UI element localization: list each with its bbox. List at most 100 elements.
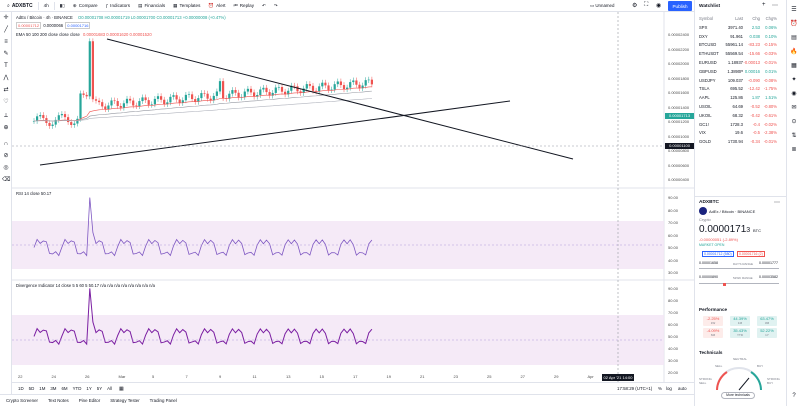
- timeframe-1m[interactable]: 1M: [39, 386, 46, 391]
- timeframe-3m[interactable]: 3M: [50, 386, 57, 391]
- timeframe-6m[interactable]: 6M: [61, 386, 68, 391]
- bid-button[interactable]: 0.00001712 (580): [702, 251, 734, 257]
- dom-icon[interactable]: ≣: [791, 147, 797, 153]
- ideas-icon[interactable]: ✦: [791, 77, 797, 83]
- watchlist-row[interactable]: UKOIL 68.32 -0.42 -0.61%: [699, 111, 777, 120]
- pattern-icon[interactable]: ⋀: [3, 75, 9, 81]
- clock[interactable]: 17:58:29 (UTC+1): [617, 386, 653, 391]
- watchlist-row[interactable]: GBPUSD 1.3890P 0.00016 0.01%: [699, 67, 777, 76]
- help-icon[interactable]: ?: [792, 393, 796, 399]
- compare-button[interactable]: ⊕ Compare: [69, 0, 102, 12]
- chat-icon[interactable]: ✉: [791, 105, 797, 111]
- row-last: 64.69: [732, 103, 743, 109]
- timeframe-1d[interactable]: 1D: [18, 386, 24, 391]
- timeframe-5d[interactable]: 5D: [28, 386, 35, 391]
- camera-icon[interactable]: ◉: [656, 3, 662, 9]
- log-toggle[interactable]: log: [666, 386, 672, 391]
- heart-icon[interactable]: ♡: [3, 99, 9, 105]
- interval-button[interactable]: 4h: [43, 3, 49, 8]
- watchlist-row[interactable]: SPX 3971.40 2.53 0.06%: [699, 23, 777, 32]
- symbol-search-button[interactable]: ⌕ ADXBTC: [3, 0, 37, 12]
- magnet-icon[interactable]: ∩: [3, 141, 9, 147]
- timeframe-ytd[interactable]: YTD: [72, 386, 82, 391]
- trash-icon[interactable]: ⌫: [2, 177, 11, 183]
- watchlist-row[interactable]: ETHUSDT 55569.54 -15.66 -0.03%: [699, 49, 777, 58]
- add-symbol-icon[interactable]: +: [762, 2, 766, 8]
- watchlist-row[interactable]: USOIL 64.69 -0.52 -0.80%: [699, 102, 777, 111]
- order-panel-icon[interactable]: ⇅: [791, 133, 797, 139]
- candle-body: [284, 91, 287, 95]
- financials-button[interactable]: ▤ Financials: [134, 0, 169, 12]
- watchlist-row[interactable]: EURUSD 1.18937 -0.00013 -0.01%: [699, 58, 777, 67]
- text-icon[interactable]: T: [4, 63, 8, 69]
- replay-button[interactable]: ⏮ Replay: [230, 0, 258, 12]
- fullscreen-icon[interactable]: ⛶: [644, 2, 649, 8]
- tab-pine-editor[interactable]: Pine Editor: [78, 398, 101, 403]
- row-chg: 1.87: [751, 95, 760, 101]
- ruler-icon[interactable]: ⟂: [3, 113, 8, 119]
- alarm-clock-icon[interactable]: ⏰: [790, 21, 798, 27]
- watchlist-row[interactable]: VIX 19.6 -0.5 -2.38%: [699, 129, 777, 138]
- details-more-icon[interactable]: ⋯: [774, 200, 780, 206]
- watchlist-row[interactable]: USDJPY 109.037 -0.090 -0.08%: [699, 76, 777, 85]
- streams-icon[interactable]: ◉: [791, 91, 797, 97]
- trend-line-icon[interactable]: ╱: [4, 27, 8, 33]
- header-chgp[interactable]: Chg%: [765, 15, 777, 21]
- auto-toggle[interactable]: auto: [678, 386, 687, 391]
- candle-body: [91, 41, 94, 100]
- more-technicals-button[interactable]: More technicals: [721, 392, 755, 399]
- sell-button[interactable]: 0.00001712: [16, 22, 42, 29]
- prediction-icon[interactable]: ⇄: [3, 87, 9, 93]
- tab-text-notes[interactable]: Text Notes: [47, 398, 69, 403]
- watchlist-row[interactable]: AAPL 125.86 1.87 1.51%: [699, 93, 777, 102]
- templates-button[interactable]: ▦ Templates: [169, 0, 204, 12]
- trendline-lower[interactable]: [39, 100, 511, 166]
- redo-button[interactable]: ↷: [270, 0, 282, 12]
- chart-type-button[interactable]: ▮▯: [56, 0, 69, 12]
- header-last[interactable]: Last: [735, 15, 743, 21]
- header-symbol[interactable]: Symbol: [699, 15, 713, 21]
- data-window-icon[interactable]: ▤: [791, 35, 797, 41]
- buy-button[interactable]: 0.00001716: [65, 22, 91, 29]
- alert-button[interactable]: ⏰ Alert: [204, 0, 229, 12]
- timeframe-5y[interactable]: 5Y: [96, 386, 103, 391]
- timeframe-1y[interactable]: 1Y: [86, 386, 92, 391]
- timeframe-all[interactable]: All: [107, 386, 113, 391]
- calendar-icon[interactable]: ▦: [119, 385, 124, 392]
- percent-toggle[interactable]: %: [658, 386, 662, 391]
- watchlist-row[interactable]: TSLA 695.52 -12.42 -1.75%: [699, 85, 777, 94]
- candle-body: [85, 94, 88, 97]
- more-icon[interactable]: ⋯: [772, 3, 778, 9]
- header-chg[interactable]: Chg: [752, 15, 760, 21]
- ask-button[interactable]: 0.00001716 (2): [737, 251, 765, 257]
- chart-area[interactable]: AdEx / Bitcoin · 4h · BINANCE O0.0000170…: [12, 12, 694, 382]
- tab-strategy-tester[interactable]: Strategy Tester: [110, 398, 140, 403]
- legend-ohlc: O0.00001708 H0.00001719 L0.00001700 C0.0…: [77, 15, 226, 20]
- watchlist-row[interactable]: BTCUSD 55961.14 -83.23 -0.15%: [699, 41, 777, 50]
- notifications-icon[interactable]: ⊙: [791, 119, 797, 125]
- layout-menu[interactable]: ▭ Unnamed: [590, 3, 614, 9]
- settings-icon[interactable]: ⚙: [632, 3, 638, 9]
- publish-button[interactable]: Publish: [668, 1, 692, 11]
- crosshair-icon[interactable]: ✛: [3, 15, 9, 21]
- lock-icon[interactable]: ⊘: [3, 153, 9, 159]
- calendar-icon[interactable]: ▦: [791, 63, 797, 69]
- details-symbol[interactable]: ADXBTC: [699, 200, 719, 205]
- brush-icon[interactable]: ✎: [3, 51, 9, 57]
- watchlist-icon[interactable]: ☰: [791, 7, 797, 13]
- watchlist-row[interactable]: DXY 91.961 0.038 0.10%: [699, 32, 777, 41]
- indicators-button[interactable]: ƒ Indicators: [102, 0, 134, 12]
- chart-canvas[interactable]: [12, 12, 694, 382]
- horizontal-lines-icon[interactable]: ≡: [4, 39, 8, 45]
- zoom-icon[interactable]: ⊕: [3, 125, 9, 131]
- tab-trading-panel[interactable]: Trading Panel: [149, 398, 177, 403]
- eye-icon[interactable]: ◎: [3, 165, 9, 171]
- watchlist-title[interactable]: Watchlist: [699, 4, 721, 9]
- tab-crypto-screener[interactable]: Crypto Screener: [6, 398, 38, 403]
- divergence-axis-label: 40.00: [668, 346, 679, 351]
- watchlist-row[interactable]: GOLD 1730.94 -0.34 -0.01%: [699, 137, 777, 146]
- hotlist-icon[interactable]: 🔥: [790, 49, 798, 55]
- trendline-upper[interactable]: [106, 38, 574, 160]
- undo-button[interactable]: ↶: [258, 0, 270, 12]
- watchlist-row[interactable]: GC1! 1728.3 -0.4 -0.02%: [699, 120, 777, 129]
